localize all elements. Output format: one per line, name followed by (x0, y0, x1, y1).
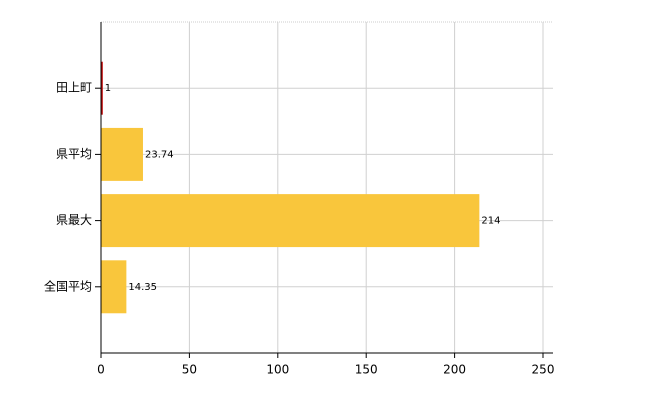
x-tick-label: 250 (532, 363, 555, 377)
y-tick-label: 全国平均 (44, 278, 92, 293)
value-label: 214 (481, 216, 500, 227)
x-tick-label: 150 (355, 363, 378, 377)
y-tick-label: 田上町 (56, 81, 92, 95)
x-tick-label: 200 (443, 363, 466, 377)
x-tick-label: 100 (266, 363, 289, 377)
bar (101, 194, 480, 248)
x-tick-label: 50 (182, 363, 197, 377)
y-tick-label: 県最大 (56, 213, 92, 227)
y-tick-label: 県平均 (56, 147, 92, 161)
bar (101, 127, 143, 181)
bar (101, 260, 127, 314)
value-label: 23.74 (145, 149, 174, 160)
value-label: 14.35 (128, 282, 157, 293)
x-tick-label: 0 (97, 363, 105, 377)
value-label: 1 (105, 83, 111, 94)
bar (101, 61, 103, 115)
